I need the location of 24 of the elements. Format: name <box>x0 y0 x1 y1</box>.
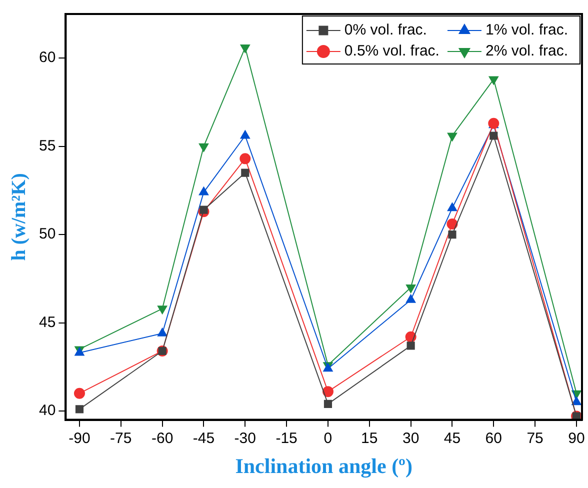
legend-label: 1% vol. frac. <box>485 22 568 39</box>
y-tick-label: 60 <box>38 49 56 66</box>
x-tick-label: 75 <box>526 430 544 447</box>
x-tick-label: 60 <box>485 430 502 447</box>
x-tick-label: -75 <box>110 430 132 447</box>
legend-label: 2% vol. frac. <box>485 42 568 60</box>
y-tick-label: 55 <box>38 137 56 154</box>
x-tick-label: -45 <box>192 430 215 447</box>
y-tick-label: 45 <box>38 314 56 331</box>
legend-label: 0% vol. frac. <box>344 22 427 39</box>
x-tick-label: 0 <box>324 430 332 447</box>
y-axis-title: h (w/m²K) <box>8 173 30 261</box>
x-tick-label: -15 <box>276 430 298 447</box>
x-axis-title: Inclination angle (º) <box>235 454 412 478</box>
y-tick-label: 40 <box>38 402 56 420</box>
x-tick-label: 30 <box>402 430 420 447</box>
x-tick-label: -60 <box>151 430 174 447</box>
x-tick-label: -30 <box>234 430 256 447</box>
y-tick-label: 50 <box>38 226 56 243</box>
x-tick-label: 15 <box>361 430 378 447</box>
x-tick-label: -90 <box>68 430 90 447</box>
x-tick-label: 90 <box>568 430 585 447</box>
legend-label: 0.5% vol. frac. <box>344 42 440 60</box>
x-tick-label: 45 <box>444 430 461 447</box>
